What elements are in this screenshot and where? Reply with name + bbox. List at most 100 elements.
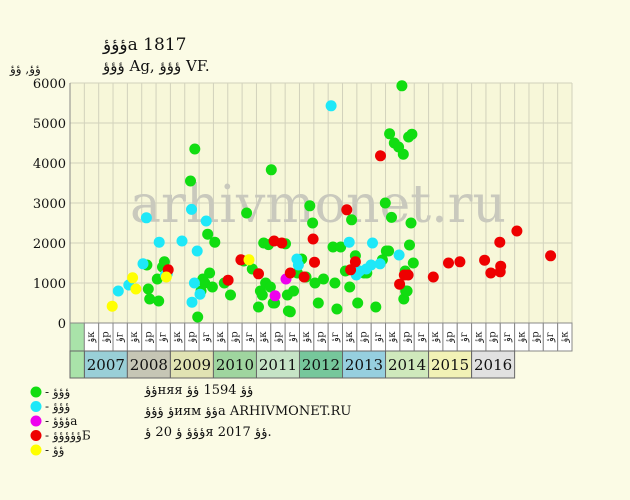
data-point (153, 295, 165, 307)
data-point (345, 264, 357, 276)
data-point (130, 283, 142, 295)
x-tick-label: ؤк (430, 331, 441, 344)
x-tick-label: ؤк (516, 331, 527, 344)
year-block (298, 350, 344, 379)
x-tick-label: ؤк (215, 331, 226, 344)
data-point (401, 285, 413, 297)
legend-label: - ؤؤؤؤؤБ (45, 429, 91, 443)
x-tick-label: ؤк (258, 331, 269, 344)
legend-marker (30, 386, 42, 398)
x-tick-label: ؤг (330, 332, 341, 343)
data-point (325, 100, 337, 112)
data-point (312, 297, 324, 309)
x-tick-label: ؤк (301, 331, 312, 344)
x-tick-label: ؤг (115, 332, 126, 343)
year-block (212, 350, 257, 379)
data-point (406, 128, 418, 140)
data-point (269, 290, 281, 302)
data-point (307, 233, 319, 245)
data-point (375, 150, 386, 162)
data-point (309, 277, 321, 289)
data-point (479, 254, 491, 266)
data-point (265, 164, 277, 176)
y-tick-label: 6000 (33, 77, 66, 92)
data-point (160, 271, 172, 283)
data-point (396, 80, 408, 92)
data-point (194, 288, 206, 300)
data-point (545, 250, 557, 262)
year-block (428, 350, 473, 379)
x-tick-label: ؤр (186, 331, 197, 343)
data-point (284, 306, 296, 318)
data-point (137, 258, 149, 270)
data-point (495, 260, 507, 272)
data-point (407, 257, 419, 269)
x-tick-label: ؤр (531, 331, 542, 343)
y-tick-label: 0 (58, 317, 66, 332)
x-cell-start (69, 322, 85, 352)
data-point (327, 241, 339, 253)
data-point (384, 128, 396, 140)
data-point (344, 281, 356, 293)
y-tick-label: 2000 (33, 237, 66, 252)
legend-label: - ؤؤ (45, 443, 64, 457)
year-label: 2014 (388, 356, 426, 374)
y-tick-label: 4000 (33, 157, 66, 172)
data-point (367, 237, 378, 249)
x-tick-label: ؤк (473, 331, 484, 344)
year-label: 2016 (474, 356, 512, 374)
x-tick-label: ؤг (287, 332, 298, 343)
data-point (365, 259, 377, 271)
note-line-1: ؤؤняя ؤؤ 1594 ؤؤ (144, 383, 253, 398)
data-point (127, 272, 139, 284)
data-point (383, 245, 395, 257)
x-tick-label: ؤг (459, 332, 470, 343)
data-point (307, 217, 319, 229)
data-point (454, 256, 466, 268)
x-tick-label: ؤр (316, 331, 327, 343)
legend-marker (30, 401, 42, 412)
chart-title: ؤؤؤa 1817 (102, 35, 186, 55)
data-point (288, 285, 300, 297)
x-tick-label: ؤг (545, 332, 556, 343)
data-point (256, 289, 268, 301)
data-point (341, 204, 353, 216)
data-point (112, 285, 124, 297)
data-point (225, 289, 236, 301)
data-point (202, 228, 214, 240)
data-point (188, 277, 200, 289)
legend-label: - ؤؤؤ (45, 385, 70, 399)
data-point (284, 267, 296, 279)
data-point (241, 207, 253, 219)
data-point (186, 203, 197, 215)
data-point (386, 211, 397, 223)
year-label: 2009 (173, 356, 211, 374)
year-label: 2011 (259, 356, 297, 374)
year-label: 2013 (345, 356, 383, 374)
note-line-3: ؤؤؤ ؤ 20 ؤя 2017 ؤؤ. (144, 425, 272, 440)
data-point (292, 259, 304, 271)
data-point (185, 175, 196, 187)
data-point (309, 256, 320, 268)
x-tick-label: ؤг (158, 332, 169, 343)
legend-marker (30, 444, 42, 456)
legend-marker (30, 430, 42, 441)
x-tick-label: ؤк (129, 331, 140, 344)
notes: ؤؤняя ؤؤ 1594 ؤؤ ؤ ؤؤؤиям ؤؤa ARHIVMONET… (144, 383, 351, 440)
x-cell (557, 322, 573, 352)
data-point (485, 267, 497, 279)
data-point (186, 296, 198, 308)
data-point (142, 283, 154, 295)
data-point (189, 143, 201, 155)
data-point (192, 311, 204, 323)
data-point (276, 237, 288, 249)
year-label: 2015 (431, 356, 469, 374)
year-block-start (69, 350, 85, 379)
year-label: 2008 (130, 356, 168, 374)
data-point (404, 239, 415, 251)
x-tick-label: ؤг (502, 332, 513, 343)
legend-label: - ؤؤؤ (45, 400, 70, 414)
year-block (255, 350, 300, 379)
data-point (243, 254, 255, 266)
year-block (471, 350, 516, 379)
